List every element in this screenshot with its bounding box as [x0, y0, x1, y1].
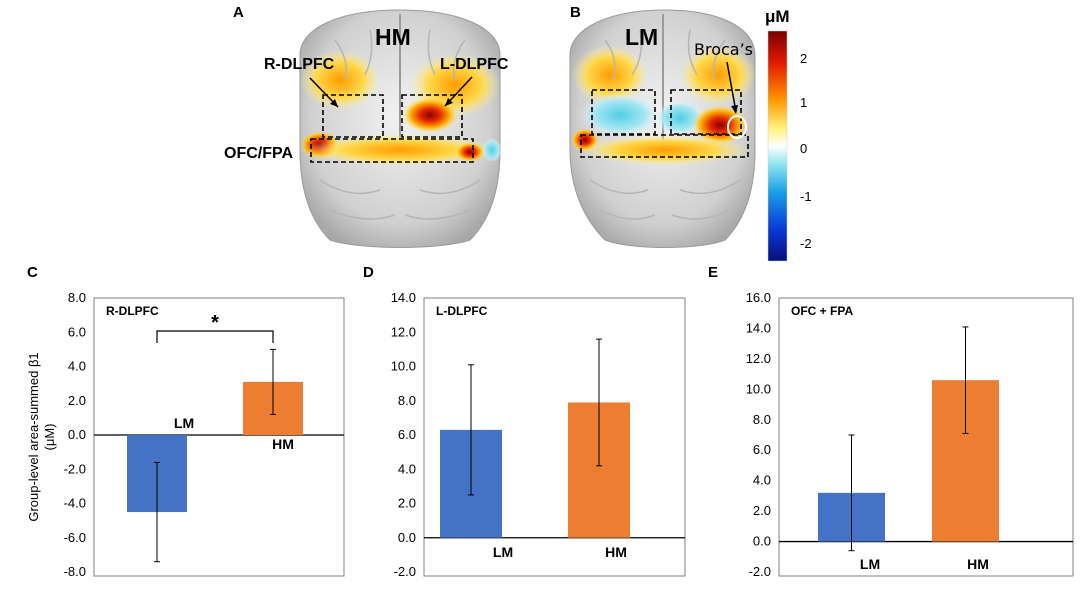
- colorbar: μM 2 1 0 -1 -2: [765, 7, 812, 262]
- colorbar-tick-m2: -2: [800, 236, 812, 251]
- y-tick-label: 6.0: [68, 324, 86, 339]
- colorbar-tick-0: 0: [800, 141, 807, 156]
- y-tick-label: 8.0: [398, 393, 416, 408]
- panel-label-e: E: [708, 264, 718, 281]
- y-tick-label: -2.0: [749, 564, 771, 579]
- colorbar-tick-2: 2: [800, 51, 807, 66]
- panel-b: B LM Broca’s: [569, 4, 756, 248]
- colorbar-tick-m1: -1: [800, 189, 812, 204]
- panel-a: A HM R-DLPFC L-DLPFC OFC/FPA: [224, 4, 509, 248]
- chart-title: OFC + FPA: [791, 304, 853, 318]
- panel-label-b: B: [570, 4, 581, 21]
- chart-frame: [93, 297, 345, 577]
- condition-label-hm: HM: [375, 24, 411, 50]
- y-tick-label: 2.0: [753, 503, 771, 518]
- category-label-hm: HM: [605, 544, 627, 560]
- y-tick-label: 14.0: [746, 320, 771, 335]
- colorbar-gradient: [767, 30, 788, 262]
- y-tick-label: 14.0: [391, 290, 416, 305]
- y-tick-label: 8.0: [753, 412, 771, 427]
- significance-marker: *: [211, 312, 219, 334]
- chart-c: 8.0 6.0 4.0 2.0 0.0 -2.0 -4.0 -6.0 -8.0 R-DLPFC LM…: [64, 290, 345, 579]
- arrow-head-l-dlpfc: [445, 98, 453, 106]
- y-tick-label: -2.0: [64, 461, 86, 476]
- y-axis-title-line1: Group-level area-summed β1: [26, 352, 41, 521]
- broca-label: Broca’s: [694, 40, 753, 59]
- y-tick-label: 0.0: [68, 427, 86, 442]
- category-label-lm: LM: [860, 556, 880, 572]
- arrow-broca: [726, 61, 737, 113]
- region-label-l-dlpfc: L-DLPFC: [440, 56, 509, 73]
- y-tick-label: 8.0: [68, 290, 86, 305]
- roi-box-l-dlpfc: [401, 94, 463, 138]
- y-tick-label: 2.0: [398, 496, 416, 511]
- arrow-head-r-dlpfc: [330, 99, 338, 107]
- y-tick-label: 12.0: [391, 324, 416, 339]
- panel-label-c: C: [27, 264, 38, 281]
- y-tick-label: 6.0: [398, 427, 416, 442]
- chart-d: 14.0 12.0 10.0 8.0 6.0 4.0 2.0 0.0 -2.0 L-DLPFC LM…: [391, 290, 686, 579]
- chart-title: L-DLPFC: [436, 304, 488, 318]
- y-tick-label: 2.0: [68, 393, 86, 408]
- chart-e: 16.0 14.0 12.0 10.0 8.0 6.0 4.0 2.0 0.0 -2.0 OFC +…: [746, 290, 1074, 579]
- y-tick-label: 12.0: [746, 351, 771, 366]
- y-tick-label: -6.0: [64, 530, 86, 545]
- y-tick-label: 6.0: [753, 442, 771, 457]
- region-label-ofc-fpa: OFC/FPA: [224, 145, 293, 162]
- roi-box-r-dlpfc: [322, 94, 384, 138]
- y-tick-label: 4.0: [68, 359, 86, 374]
- chart-title: R-DLPFC: [106, 304, 159, 318]
- y-tick-label: -2.0: [394, 564, 416, 579]
- y-tick-label: -8.0: [64, 564, 86, 579]
- category-label-lm: LM: [493, 544, 513, 560]
- panel-label-a: A: [233, 4, 244, 21]
- category-label-hm: HM: [272, 436, 294, 452]
- category-label-hm: HM: [967, 556, 989, 572]
- roi-box-ofc-fpa-lm: [580, 134, 749, 158]
- colorbar-unit: μM: [765, 7, 790, 26]
- significance-bracket: [156, 330, 274, 343]
- chart-frame: [423, 297, 686, 577]
- y-tick-label: 4.0: [398, 461, 416, 476]
- region-label-r-dlpfc: R-DLPFC: [264, 56, 335, 73]
- y-tick-label: -4.0: [64, 496, 86, 511]
- condition-label-lm: LM: [625, 24, 658, 50]
- y-tick-label: 10.0: [746, 381, 771, 396]
- roi-box-ofc-fpa: [310, 138, 474, 163]
- y-tick-label: 0.0: [753, 534, 771, 549]
- y-tick-label: 0.0: [398, 530, 416, 545]
- y-tick-label: 4.0: [753, 473, 771, 488]
- y-tick-label: 10.0: [391, 359, 416, 374]
- panel-label-d: D: [363, 264, 374, 281]
- y-axis-title-line2: (μM): [42, 424, 57, 451]
- arrow-head-broca: [731, 105, 738, 114]
- roi-box-r-dlpfc-lm: [591, 89, 656, 135]
- y-axis-title: Group-level area-summed β1 (μM): [26, 352, 57, 521]
- y-tick-label: 16.0: [746, 290, 771, 305]
- roi-box-l-dlpfc-lm: [670, 89, 742, 135]
- chart-frame: [778, 297, 1074, 577]
- bar-charts: 8.0 6.0 4.0 2.0 0.0 -2.0 -4.0 -6.0 -8.0 R-DLPFC LM…: [64, 290, 1074, 579]
- broca-marker: [727, 115, 747, 139]
- colorbar-tick-1: 1: [800, 95, 807, 110]
- category-label-lm: LM: [174, 415, 194, 431]
